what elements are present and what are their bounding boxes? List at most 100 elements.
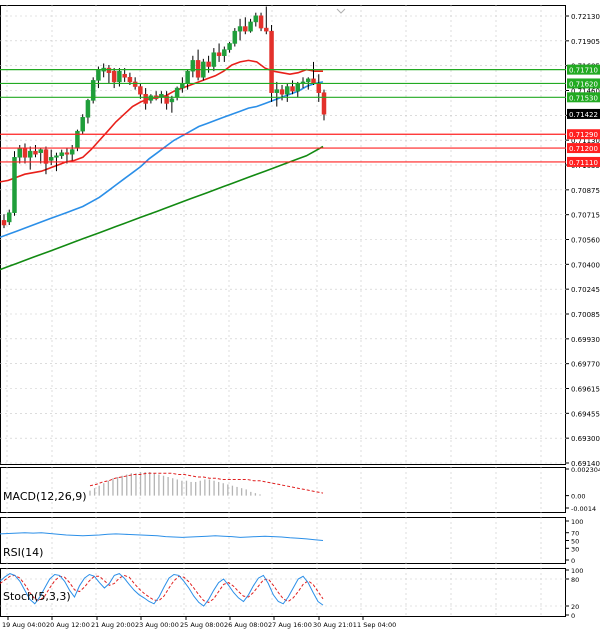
last-price-label: 0.71422: [569, 111, 598, 119]
candle-body: [190, 60, 196, 72]
candle-body: [85, 100, 91, 118]
candle-body: [132, 81, 138, 87]
price-tick-label: 0.70400: [571, 261, 600, 269]
macd-tick-label: 0.00: [571, 493, 585, 501]
stoch-tick-label: 100: [571, 567, 583, 575]
candle-body: [43, 149, 49, 164]
macd-tick-label: -0.0014: [571, 505, 596, 513]
candle-body: [106, 67, 112, 73]
candle-body: [174, 87, 180, 98]
macd-title: MACD(12,26,9): [3, 490, 87, 503]
macd-tick-label: 0.002304: [571, 466, 600, 474]
candle-body: [258, 15, 264, 29]
price-panel-frame: [0, 5, 566, 465]
candle-body: [248, 21, 253, 32]
price-tick-label: 0.71130: [571, 137, 600, 145]
price-tick-label: 0.70560: [571, 237, 600, 245]
candle-body: [285, 86, 290, 95]
candle-body: [253, 15, 259, 23]
candle-body: [227, 43, 232, 50]
candle-body: [211, 52, 217, 67]
candle-body: [48, 157, 54, 161]
rsi-tick-label: 50: [571, 538, 579, 546]
stoch-main-line: [0, 573, 324, 607]
last-price-tag: [567, 108, 600, 119]
candle-body: [180, 83, 185, 89]
rsi-panel-frame: [0, 517, 566, 564]
resistance-level-label: 0.71530: [569, 94, 598, 102]
candle-body: [117, 70, 122, 83]
candle-body: [127, 77, 133, 83]
candle-body: [33, 150, 38, 155]
candle-body: [54, 155, 59, 158]
candle-body: [38, 149, 43, 153]
rsi-tick-label: 100: [571, 518, 583, 526]
ma-mid-line: [0, 81, 324, 239]
ma-slow-line: [0, 145, 324, 271]
price-tick-label: 0.69930: [571, 336, 600, 344]
candle-body: [80, 117, 85, 132]
rsi-title: RSI(14): [3, 546, 43, 559]
resistance-level-tag: [567, 64, 600, 75]
price-tick-label: 0.69300: [571, 435, 600, 443]
price-tick-label: 0.69770: [571, 361, 600, 369]
x-tick-label: 23 Aug 00:00: [135, 621, 179, 629]
candle-body: [148, 95, 154, 101]
x-tick-label: 19 Aug 04:00: [2, 621, 46, 629]
candle-body: [185, 70, 190, 84]
chart-menu-arrow[interactable]: [335, 0, 347, 14]
price-tick-label: 0.70245: [571, 286, 600, 294]
candle-body: [290, 86, 295, 92]
candle-body: [169, 98, 175, 103]
candle-body: [206, 61, 211, 67]
stoch-signal-line: [0, 574, 324, 603]
price-tick-label: 0.69615: [571, 386, 600, 394]
candle-body: [6, 212, 12, 223]
candle-body: [111, 70, 117, 83]
rsi-tick-label: 30: [571, 545, 579, 553]
price-tick-label: 0.71460: [571, 88, 600, 96]
stoch-panel-frame: [0, 568, 566, 617]
resistance-level-label: 0.71710: [569, 67, 598, 75]
candle-body: [311, 78, 316, 84]
rsi-tick-label: 70: [571, 530, 579, 538]
stoch-tick-label: 20: [571, 603, 579, 611]
candle-body: [22, 147, 28, 158]
resistance-level-label: 0.71620: [569, 80, 598, 88]
candle-body: [17, 147, 22, 158]
candle-body: [138, 86, 143, 95]
candle-body: [306, 78, 311, 83]
candle-body: [274, 89, 280, 93]
candle-body: [295, 83, 301, 92]
candle-body: [64, 152, 70, 155]
rsi-line: [0, 532, 324, 541]
price-tick-label: 0.70875: [571, 187, 600, 195]
support-level-label: 0.71200: [569, 145, 598, 153]
candle-body: [222, 49, 227, 57]
support-level-tag: [567, 129, 600, 140]
support-level-label: 0.71290: [569, 131, 598, 139]
candle-body: [96, 69, 101, 81]
candle-body: [164, 95, 169, 104]
resistance-level-tag: [567, 78, 600, 89]
support-level-tag: [567, 143, 600, 154]
support-level-label: 0.71110: [569, 159, 598, 167]
x-tick-label: 30 Aug 21:01: [313, 621, 357, 629]
candle-body: [1, 220, 7, 226]
chevron-down-icon: [336, 8, 346, 14]
candle-body: [122, 73, 127, 78]
x-tick-label: 20 Aug 12:00: [46, 621, 90, 629]
price-tick-label: 0.70085: [571, 311, 600, 319]
stoch-tick-label: 0: [571, 612, 575, 620]
price-tick-label: 0.69140: [571, 460, 600, 468]
candle-body: [143, 93, 148, 104]
candle-body: [321, 92, 327, 115]
x-tick-label: 21 Aug 20:00: [91, 621, 135, 629]
candle-body: [243, 26, 248, 32]
candle-body: [90, 80, 96, 101]
price-tick-label: 0.70715: [571, 212, 600, 220]
candle-body: [12, 157, 17, 213]
support-level-tag: [567, 156, 600, 167]
